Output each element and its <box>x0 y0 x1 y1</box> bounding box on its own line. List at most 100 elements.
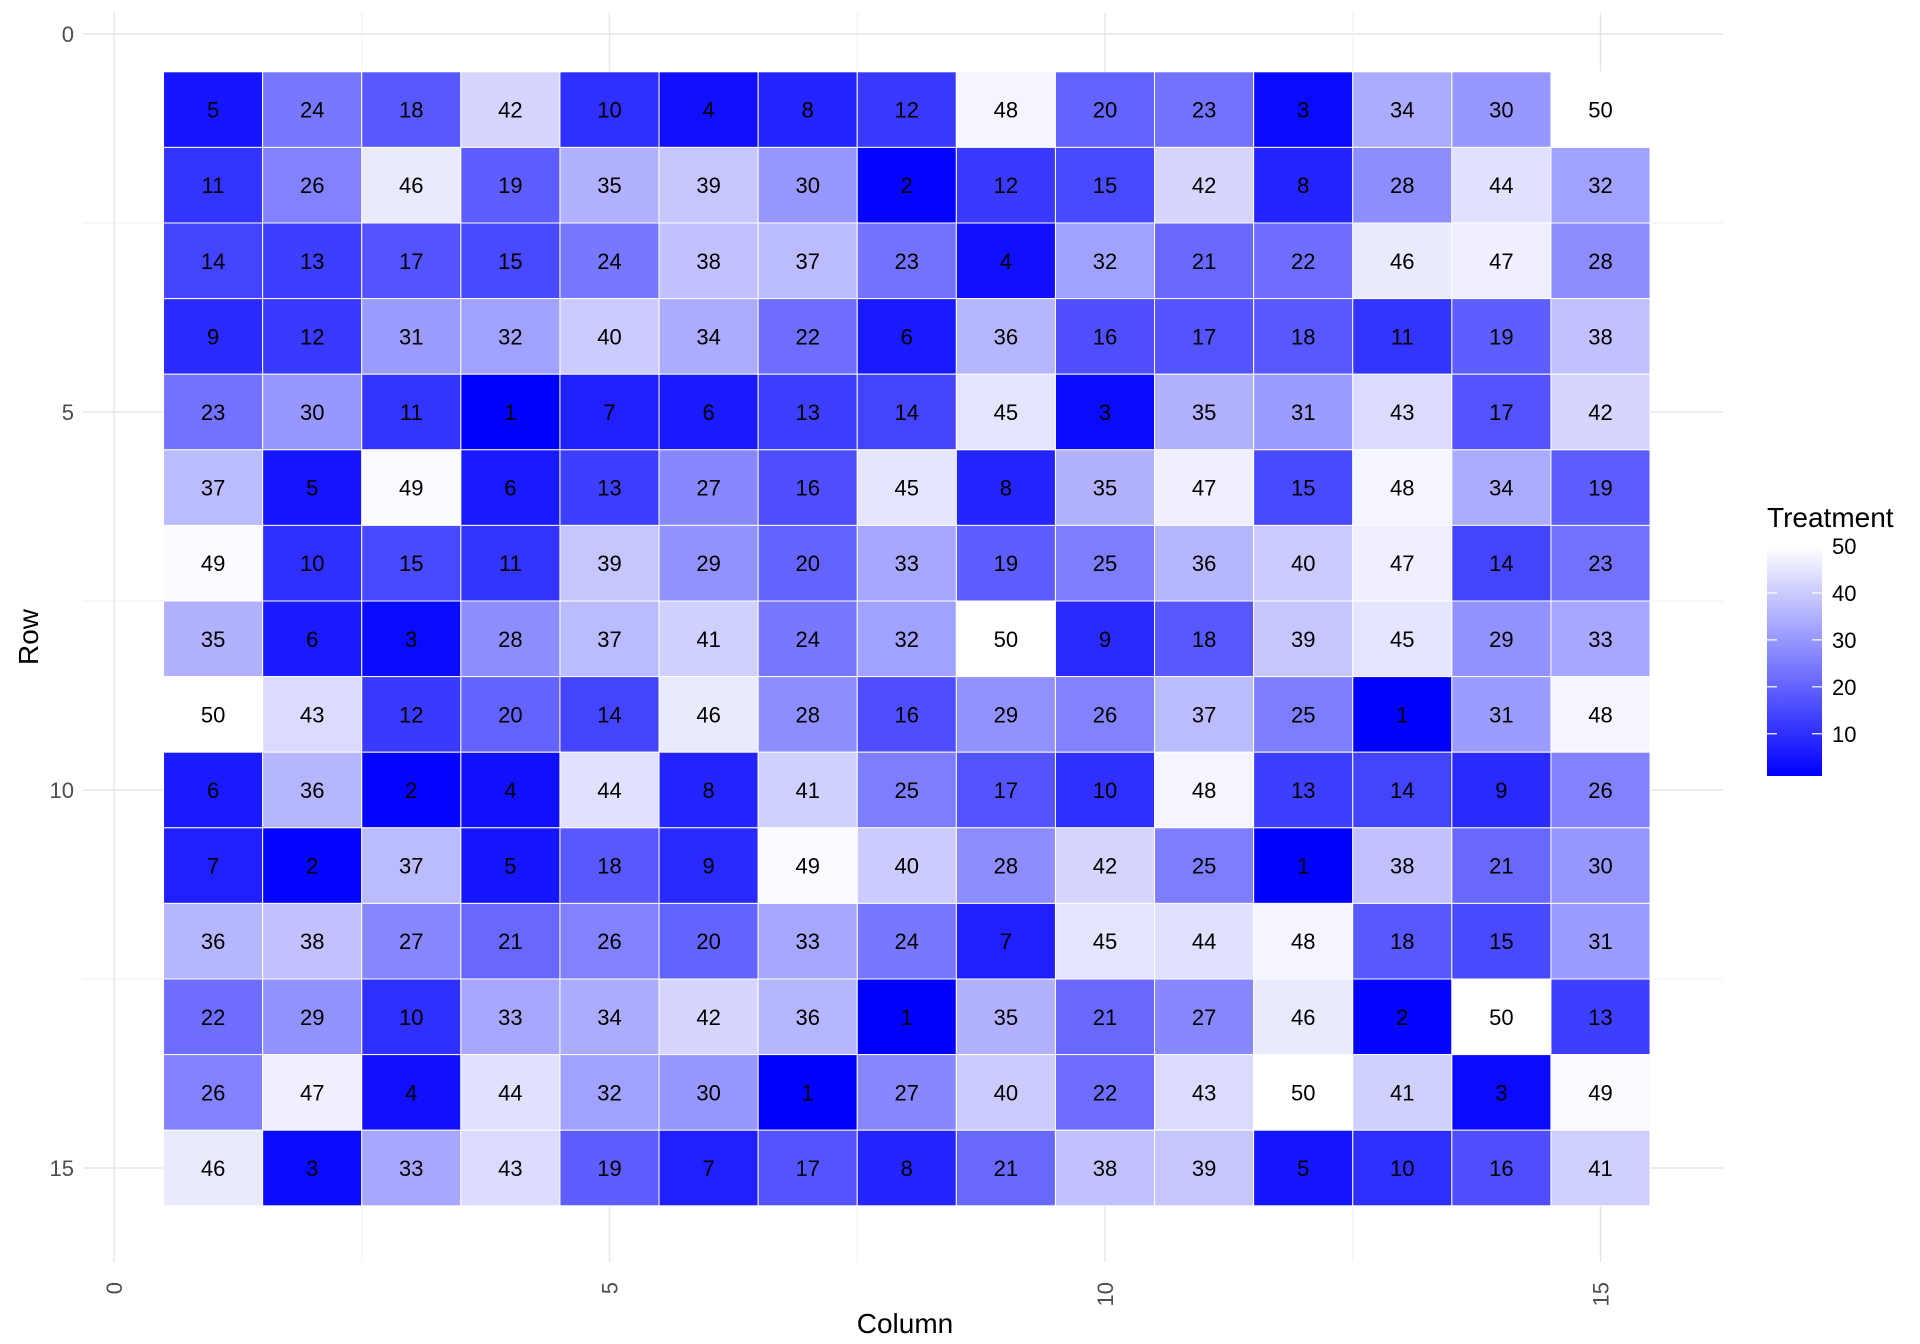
heatmap-cell <box>559 827 660 904</box>
heatmap-cell <box>460 827 561 904</box>
cell-value-label: 19 <box>597 1156 621 1181</box>
cell-value-label: 7 <box>1000 929 1012 954</box>
heatmap-cell <box>361 827 462 904</box>
cell-value-label: 39 <box>597 551 621 576</box>
cell-value-label: 40 <box>597 324 621 349</box>
cell-value-label: 14 <box>597 702 621 727</box>
cell-value-label: 37 <box>597 627 621 652</box>
heatmap-cell <box>955 71 1056 148</box>
heatmap-cell <box>1352 298 1453 375</box>
heatmap-cell <box>1550 71 1651 148</box>
cell-value-label: 14 <box>201 249 225 274</box>
cell-value-label: 25 <box>895 778 919 803</box>
y-tick-label: 0 <box>62 22 74 47</box>
cell-value-label: 3 <box>1495 1080 1507 1105</box>
cell-value-label: 36 <box>994 324 1018 349</box>
cell-value-label: 29 <box>696 551 720 576</box>
heatmap-cell <box>559 373 660 451</box>
cell-value-label: 8 <box>901 1156 913 1181</box>
cell-value-label: 28 <box>994 854 1018 879</box>
cell-value-label: 50 <box>201 702 225 727</box>
heatmap-cell <box>1451 373 1552 451</box>
cell-value-label: 13 <box>300 249 324 274</box>
heatmap-cell <box>361 222 462 300</box>
heatmap-cell <box>1154 902 1255 980</box>
heatmap-cell <box>1154 373 1255 451</box>
cell-value-label: 4 <box>405 1080 417 1105</box>
cell-value-label: 12 <box>994 173 1018 198</box>
heatmap-cell <box>1451 298 1552 375</box>
cell-value-label: 32 <box>1093 249 1117 274</box>
cell-value-label: 50 <box>994 627 1018 652</box>
cell-value-label: 31 <box>1489 702 1513 727</box>
heatmap-cell <box>1154 222 1255 300</box>
x-tick-label: 15 <box>1589 1282 1614 1306</box>
cell-value-label: 4 <box>702 98 714 123</box>
cell-value-label: 35 <box>1192 400 1216 425</box>
heatmap-cell <box>955 1054 1056 1131</box>
heatmap-cell <box>658 1129 759 1207</box>
heatmap-cell <box>1253 373 1354 451</box>
heatmap-cell <box>1154 751 1255 829</box>
cell-value-label: 30 <box>696 1080 720 1105</box>
cell-value-label: 32 <box>498 324 522 349</box>
heatmap-cell <box>658 524 759 602</box>
heatmap-cell <box>559 978 660 1056</box>
cell-value-label: 14 <box>895 400 919 425</box>
heatmap-cell <box>361 298 462 375</box>
cell-value-label: 49 <box>201 551 225 576</box>
y-tick-label: 15 <box>50 1156 74 1181</box>
x-tick-label: 10 <box>1093 1282 1118 1306</box>
heatmap-cell <box>361 1054 462 1131</box>
heatmap-cell <box>1550 751 1651 829</box>
cell-value-label: 32 <box>1588 173 1612 198</box>
cell-value-label: 10 <box>597 98 621 123</box>
cell-value-label: 35 <box>597 173 621 198</box>
heatmap-cell <box>1352 1129 1453 1207</box>
heatmap-cell <box>1253 146 1354 224</box>
heatmap-cell <box>262 827 363 904</box>
heatmap-cell <box>856 524 957 602</box>
cell-value-label: 35 <box>201 627 225 652</box>
heatmap-cell <box>1550 373 1651 451</box>
heatmap-cell <box>658 449 759 526</box>
cell-value-label: 33 <box>895 551 919 576</box>
heatmap-cell <box>856 146 957 224</box>
heatmap-cell <box>163 146 264 224</box>
heatmap-cell <box>757 1129 858 1207</box>
cell-value-label: 38 <box>300 929 324 954</box>
heatmap-cell <box>1550 449 1651 526</box>
heatmap-cell <box>757 676 858 753</box>
cell-value-label: 6 <box>901 324 913 349</box>
cell-value-label: 31 <box>1291 400 1315 425</box>
cell-value-label: 23 <box>895 249 919 274</box>
cell-value-label: 9 <box>702 854 714 879</box>
cell-value-label: 45 <box>1390 627 1414 652</box>
cell-value-label: 18 <box>1390 929 1414 954</box>
cell-value-label: 33 <box>1588 627 1612 652</box>
heatmap-cell <box>1253 978 1354 1056</box>
cell-value-label: 26 <box>300 173 324 198</box>
cell-value-label: 46 <box>201 1156 225 1181</box>
heatmap-cell <box>559 71 660 148</box>
cell-value-label: 3 <box>1099 400 1111 425</box>
heatmap-cell <box>1352 978 1453 1056</box>
cell-value-label: 38 <box>696 249 720 274</box>
cell-value-label: 17 <box>994 778 1018 803</box>
y-axis-ticks: 0 5 10 15 <box>50 22 74 1181</box>
cell-value-label: 35 <box>1093 476 1117 501</box>
cell-value-label: 27 <box>895 1080 919 1105</box>
cell-value-label: 39 <box>1291 627 1315 652</box>
heatmap-cell <box>856 751 957 829</box>
heatmap-cell <box>1054 71 1156 148</box>
cell-value-label: 29 <box>994 702 1018 727</box>
cell-value-label: 42 <box>1093 854 1117 879</box>
cell-value-label: 13 <box>597 476 621 501</box>
cell-value-label: 43 <box>1192 1080 1216 1105</box>
heatmap-cell <box>658 902 759 980</box>
cell-value-label: 44 <box>498 1080 522 1105</box>
heatmap-cell <box>1154 449 1255 526</box>
x-axis-title: Column <box>857 1308 953 1339</box>
cell-value-label: 13 <box>1291 778 1315 803</box>
heatmap-cell <box>1550 524 1651 602</box>
